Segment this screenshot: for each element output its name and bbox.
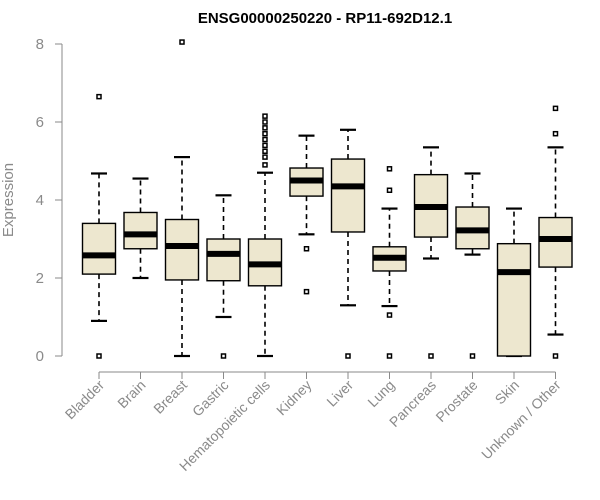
boxes-group <box>81 39 573 359</box>
outlier-point <box>303 246 310 252</box>
chart-title: ENSG00000250220 - RP11-692D12.1 <box>198 10 452 27</box>
outlier-point <box>345 353 351 359</box>
y-tick-label: 2 <box>36 270 44 287</box>
outlier-point <box>262 142 268 149</box>
outlier-point <box>262 148 268 154</box>
x-tick-label: Brain <box>114 377 148 411</box>
box-liver <box>330 128 366 359</box>
box-skin <box>496 207 532 358</box>
outlier-point <box>428 353 434 359</box>
outlier-point <box>96 93 102 100</box>
box-prostate <box>455 172 490 359</box>
x-tick-label: Skin <box>492 377 523 408</box>
y-tick-label: 6 <box>36 114 44 131</box>
y-tick-label: 0 <box>36 348 44 365</box>
iqr-box <box>123 211 158 250</box>
outlier-point <box>552 353 559 359</box>
iqr-box <box>538 216 573 268</box>
outlier-point <box>262 125 268 131</box>
box-breast <box>164 39 200 358</box>
x-tick-label: Bladder <box>62 377 108 423</box>
outlier-point <box>262 162 268 168</box>
box-hematopoietic-cells <box>247 113 283 358</box>
outlier-point <box>303 288 310 295</box>
outlier-point <box>386 353 393 359</box>
outlier-point <box>262 119 268 125</box>
box-unknown-other <box>538 105 573 359</box>
outlier-point <box>262 136 268 143</box>
iqr-box <box>496 242 532 357</box>
outlier-point <box>552 105 559 112</box>
box-bladder <box>81 93 117 359</box>
x-tick-label: Liver <box>323 377 356 410</box>
axes: 0 2 4 6 8 <box>36 36 556 379</box>
outlier-point <box>262 130 268 137</box>
box-lung <box>372 166 407 359</box>
iqr-box <box>164 218 200 281</box>
outlier-point <box>262 154 268 160</box>
iqr-box <box>81 222 117 275</box>
y-axis-label: Expression <box>0 163 17 237</box>
x-tick-label: Breast <box>150 377 190 417</box>
outlier-point <box>220 353 227 359</box>
outlier-point <box>469 353 476 359</box>
box-gastric <box>206 194 241 359</box>
outlier-point <box>386 312 393 318</box>
y-tick-label: 8 <box>36 36 44 53</box>
box-kidney <box>289 134 324 295</box>
outlier-point <box>96 353 102 359</box>
x-tick-label: Unknown / Other <box>478 377 564 463</box>
outlier-point <box>552 130 559 137</box>
x-tick-label: Lung <box>364 377 397 410</box>
x-tick-label: Kidney <box>273 377 315 419</box>
x-tick-label: Prostate <box>432 377 480 425</box>
box-brain <box>123 177 158 280</box>
outlier-point <box>262 113 268 119</box>
outlier-point <box>386 187 393 193</box>
iqr-box <box>206 238 241 282</box>
outlier-point <box>386 166 393 172</box>
outlier-point <box>179 39 185 45</box>
iqr-box <box>330 158 366 233</box>
box-pancreas <box>413 146 449 359</box>
y-tick-label: 4 <box>36 192 44 209</box>
